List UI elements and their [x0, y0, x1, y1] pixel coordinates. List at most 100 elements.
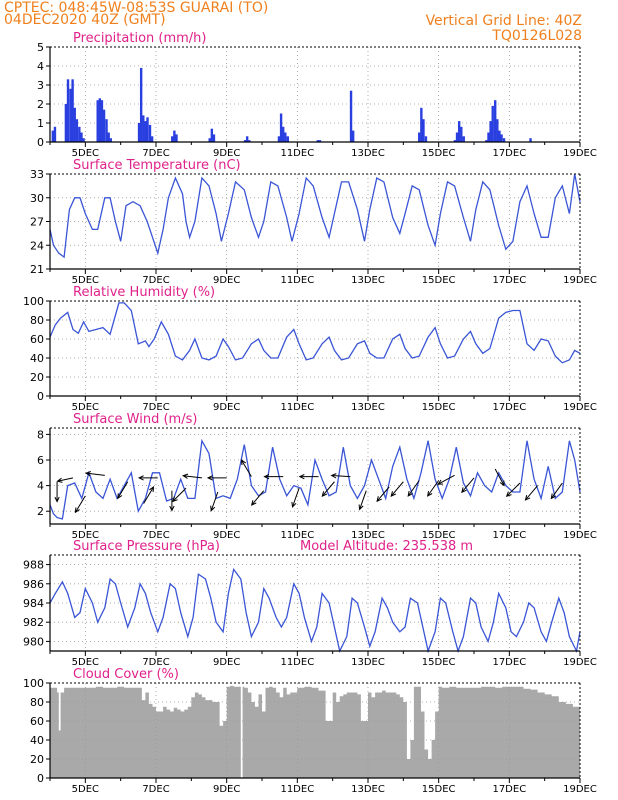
wind-arrow-head	[171, 496, 178, 503]
wind-arrow-head	[117, 493, 123, 500]
wind-arrow-head	[390, 491, 397, 497]
xtick-label: 19DEC	[563, 530, 597, 541]
wind-arrow-head	[499, 480, 505, 487]
ytick-label: 8	[37, 428, 44, 441]
ytick-label: 100	[23, 677, 44, 690]
ytick-label: 20	[30, 371, 44, 384]
precip-bar	[150, 136, 154, 142]
precip-bar	[100, 100, 104, 142]
wind-arrow-head	[263, 474, 270, 480]
precip-bar	[502, 138, 506, 142]
xtick-label: 7DEC	[142, 402, 169, 413]
xtick-label: 17DEC	[492, 148, 526, 159]
wind-arrow-head	[524, 494, 531, 501]
wind-arrow-head	[84, 471, 91, 477]
xtick-label: 19DEC	[563, 148, 597, 159]
precip-bar	[75, 119, 79, 142]
precip-bar	[349, 90, 353, 142]
precip-bar	[105, 119, 108, 142]
wind-arrow	[494, 468, 505, 486]
precip-bar	[420, 107, 423, 142]
wind-arrow	[75, 495, 86, 513]
model-altitude: Model Altitude: 235.538 m	[300, 539, 473, 554]
wind-arrow	[437, 474, 455, 485]
precip-bar	[243, 140, 247, 142]
precip-bar	[460, 126, 463, 142]
wind-arrow-head	[182, 473, 189, 479]
precip-bar	[489, 121, 492, 142]
xtick-label: 11DEC	[280, 784, 314, 795]
xtick-label: 7DEC	[142, 148, 169, 159]
xtick-label: 7DEC	[142, 530, 169, 541]
xtick-label: 17DEC	[492, 530, 526, 541]
grid-note: Vertical Grid Line: 40Z	[425, 13, 582, 29]
precip-bar	[53, 126, 57, 142]
wind-arrow	[292, 487, 300, 508]
xtick-label: 13DEC	[351, 148, 385, 159]
ytick-label: 3	[37, 79, 44, 92]
wind-arrow	[506, 482, 521, 497]
precip-bar	[78, 126, 81, 142]
wind-arrow-head	[321, 491, 328, 497]
precip-bar	[212, 134, 216, 142]
xtick-label: 11DEC	[280, 402, 314, 413]
ytick-label: 6	[37, 454, 44, 467]
precip-bar	[80, 132, 83, 142]
xtick-label: 9DEC	[213, 275, 240, 286]
ytick-label: 0	[37, 136, 44, 149]
ytick-label: 40	[30, 352, 44, 365]
precip-bar	[485, 140, 488, 142]
ytick-label: 986	[23, 578, 44, 591]
xtick-label: 11DEC	[280, 530, 314, 541]
run-datetime: 04DEC2020 40Z (GMT)	[4, 12, 166, 28]
wind-arrow-head	[74, 507, 80, 514]
xtick-label: 17DEC	[492, 784, 526, 795]
precip-bar	[148, 124, 152, 142]
xtick-label: 7DEC	[142, 657, 169, 668]
xtick-label: 19DEC	[563, 657, 597, 668]
precip-bar	[424, 136, 428, 142]
xtick-label: 15DEC	[422, 148, 456, 159]
xtick-label: 11DEC	[280, 275, 314, 286]
panel-title: Precipitation (mm/h)	[73, 31, 206, 46]
panel-title: Surface Pressure (hPa)	[73, 539, 220, 554]
xtick-label: 5DEC	[72, 275, 99, 286]
xtick-label: 5DEC	[72, 148, 99, 159]
ytick-label: 1	[37, 117, 44, 130]
wind-arrow-head	[149, 485, 155, 493]
wind-arrow	[251, 490, 265, 506]
temp-line	[49, 173, 581, 259]
precip-bar	[210, 128, 214, 142]
ytick-label: 2	[37, 505, 44, 518]
wind-arrow-head	[298, 474, 305, 480]
ytick-label: 80	[30, 696, 44, 709]
xtick-label: 13DEC	[351, 657, 385, 668]
precip-bar	[496, 119, 499, 142]
wind-arrow-head	[206, 475, 213, 481]
xtick-label: 5DEC	[72, 657, 99, 668]
precip-bar	[98, 98, 102, 142]
precip-bar	[102, 109, 106, 142]
ytick-label: 0	[37, 390, 44, 403]
precip-bar	[51, 130, 55, 142]
model-code: TQ0126L028	[492, 28, 582, 44]
station-info: CPTEC: 048:45W-08:53S GUARAI (TO)	[4, 0, 269, 16]
panel-title: Surface Temperature (nC)	[73, 158, 241, 173]
precip-bar	[487, 132, 490, 142]
ytick-label: 20	[30, 753, 44, 766]
xtick-label: 11DEC	[280, 657, 314, 668]
panel-title: Surface Wind (m/s)	[73, 412, 197, 427]
precip-bar	[96, 100, 99, 142]
wind-arrow	[525, 485, 538, 501]
xtick-label: 19DEC	[563, 402, 597, 413]
precip-bar	[462, 136, 465, 142]
xtick-label: 5DEC	[72, 530, 99, 541]
precip-bar	[279, 113, 283, 142]
wind-arrow	[117, 481, 129, 499]
xtick-label: 15DEC	[422, 275, 456, 286]
wind-line	[49, 438, 581, 520]
precip-bar	[455, 132, 459, 142]
precip-bar	[316, 140, 320, 142]
wind-arrow-head	[461, 487, 467, 494]
wind-arrow-head	[291, 501, 297, 508]
